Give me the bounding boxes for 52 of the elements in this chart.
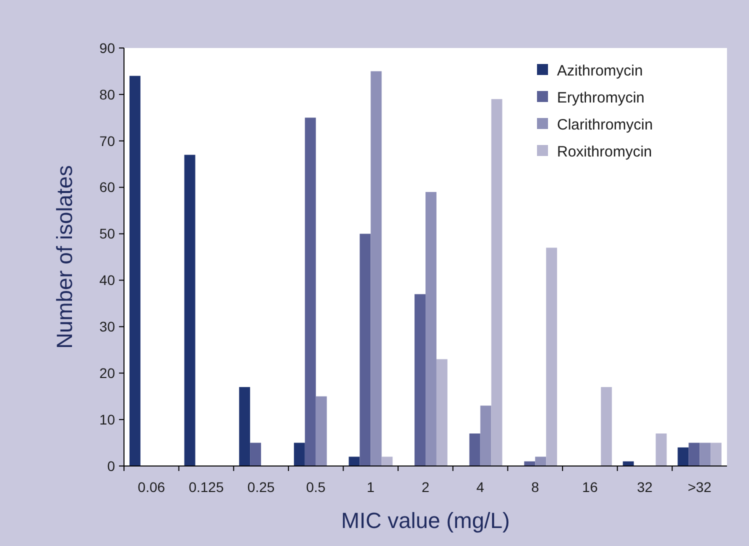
legend-label: Erythromycin [557,89,645,106]
x-tick-label: 0.5 [306,479,326,495]
bar [304,118,316,466]
legend-label: Roxithromycin [557,143,652,160]
legend-label: Azithromycin [557,62,643,80]
bar [700,442,711,466]
bar [184,154,196,466]
bar [250,442,262,466]
x-tick-label: 8 [531,479,540,495]
bar [426,192,436,466]
bar [710,442,722,466]
y-tick-label: 40 [99,272,116,288]
bar [656,433,667,466]
bar [414,294,426,466]
bar [370,71,382,466]
x-tick-label: 16 [582,479,598,495]
bar [546,248,558,466]
bar [469,433,480,466]
bar [688,442,700,466]
bar [348,456,360,466]
x-tick-label: >32 [688,479,712,495]
bar [436,359,448,466]
y-tick-label: 10 [99,411,116,428]
x-tick-label: 0.06 [138,479,166,495]
bar [678,447,689,466]
bar [600,387,612,466]
y-tick-label: 80 [99,86,116,102]
x-tick-label: 32 [636,479,653,495]
bar [382,456,393,466]
y-tick-label: 60 [99,179,116,196]
bar [239,387,250,466]
bar [316,396,327,466]
x-tick-label: 2 [422,479,430,495]
y-tick-label: 30 [99,318,116,335]
y-tick-label: 70 [99,132,116,149]
x-tick-label: 4 [476,479,484,495]
bar [294,442,305,466]
y-tick-label: 0 [107,458,116,474]
y-tick-label: 90 [99,40,116,56]
bar [491,99,502,466]
bar [480,406,492,466]
y-tick-label: 20 [99,365,116,382]
legend-label: Clarithromycin [557,116,653,134]
bar [360,234,371,466]
y-axis-title: Number of isolates [52,165,77,349]
x-tick-label: 0.125 [188,479,224,495]
x-tick-label: 0.25 [247,479,275,495]
x-tick-label: 1 [366,479,375,495]
bar [129,76,140,466]
bar [535,456,546,466]
x-axis-title: MIC value (mg/L) [341,508,510,533]
y-tick-label: 50 [99,226,116,242]
